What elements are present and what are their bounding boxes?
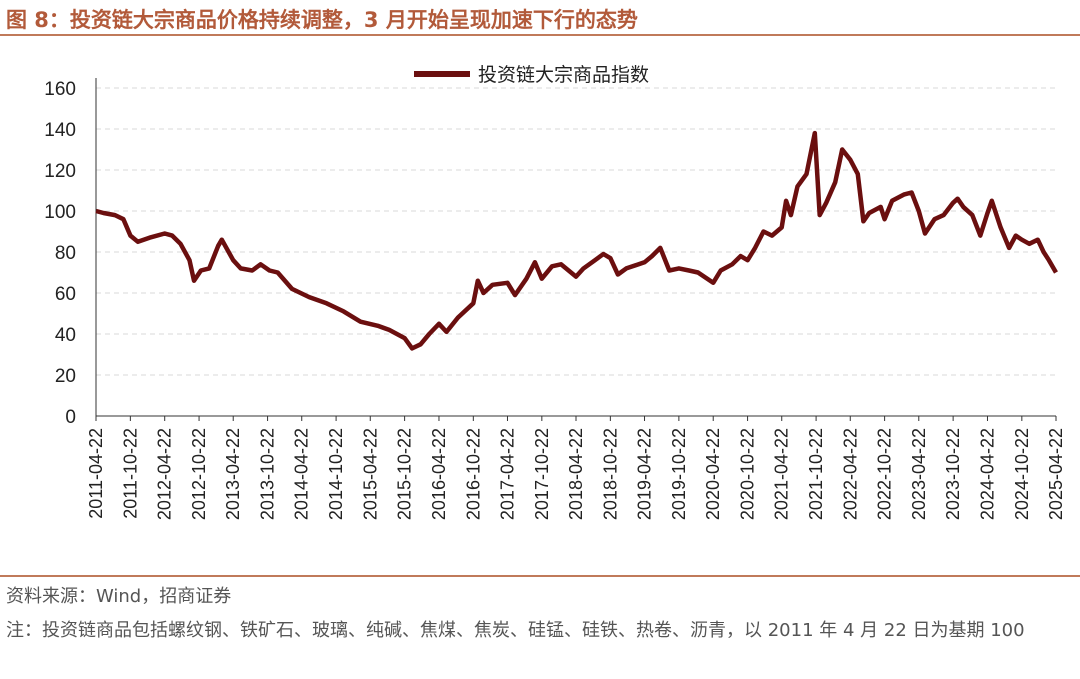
y-axis: 0 20 40 60 80 100 120 140 160 — [44, 78, 97, 428]
x-tick-label: 2012-10-22 — [189, 428, 209, 520]
x-tick-label: 2018-10-22 — [600, 428, 620, 520]
x-tick-label: 2024-10-22 — [1012, 428, 1032, 520]
x-tick-label: 2017-10-22 — [532, 428, 552, 520]
x-tick-label: 2011-10-22 — [120, 428, 140, 519]
gridlines — [96, 87, 1056, 376]
y-tick-label: 0 — [65, 407, 76, 428]
x-tick-label: 2013-10-22 — [258, 428, 278, 520]
x-tick-label: 2025-04-22 — [1046, 428, 1066, 520]
y-tick-label: 60 — [55, 284, 76, 305]
x-tick-label: 2022-04-22 — [840, 428, 860, 520]
x-tick-label: 2012-04-22 — [155, 428, 175, 520]
y-tick-label: 100 — [44, 202, 76, 223]
source-rule — [0, 575, 1080, 577]
y-tick-label: 140 — [44, 120, 76, 141]
x-tick-label: 2016-10-22 — [463, 428, 483, 520]
x-tick-label: 2014-04-22 — [292, 428, 312, 520]
x-tick-label: 2021-10-22 — [806, 428, 826, 520]
note-text: 注：投资链商品包括螺纹钢、铁矿石、玻璃、纯碱、焦煤、焦炭、硅锰、硅铁、热卷、沥青… — [6, 620, 1025, 641]
x-tick-label: 2018-04-22 — [566, 428, 586, 520]
y-tick-label: 80 — [55, 243, 76, 264]
line-chart: 0 20 40 60 80 100 120 140 160 2011-04-22 2011-10-… — [44, 64, 1066, 520]
x-tick-label: 2019-10-22 — [669, 428, 689, 520]
legend-label: 投资链大宗商品指数 — [478, 64, 649, 86]
source-text: 资料来源：Wind，招商证券 — [6, 586, 232, 607]
x-tick-label: 2014-10-22 — [326, 428, 346, 520]
series-line — [95, 130, 1058, 351]
x-tick-label: 2024-04-22 — [977, 428, 997, 520]
x-tick-label: 2011-04-22 — [86, 428, 106, 519]
x-tick-label: 2023-04-22 — [909, 428, 929, 520]
x-tick-label: 2019-04-22 — [635, 428, 655, 520]
x-tick-label: 2013-04-22 — [223, 428, 243, 520]
x-tick-label: 2020-04-22 — [703, 428, 723, 520]
x-axis: 2011-04-22 2011-10-22 2012-04-22 2012-10-22… — [86, 415, 1066, 520]
x-tick-label: 2016-04-22 — [429, 428, 449, 520]
x-tick-label: 2020-10-22 — [738, 428, 758, 520]
figure-title: 图 8：投资链大宗商品价格持续调整，3 月开始呈现加速下行的态势 — [6, 8, 638, 32]
y-tick-label: 40 — [55, 325, 76, 346]
x-tick-label: 2015-10-22 — [395, 428, 415, 520]
x-tick-label: 2023-10-22 — [943, 428, 963, 520]
y-tick-label: 20 — [55, 366, 76, 387]
y-tick-label: 160 — [44, 79, 76, 100]
x-tick-label: 2017-04-22 — [497, 428, 517, 520]
legend: 投资链大宗商品指数 — [414, 64, 649, 86]
y-tick-label: 120 — [44, 161, 76, 182]
x-tick-label: 2022-10-22 — [875, 428, 895, 520]
x-tick-label: 2021-04-22 — [772, 428, 792, 520]
x-tick-label: 2015-04-22 — [360, 428, 380, 520]
title-rule — [0, 34, 1080, 36]
